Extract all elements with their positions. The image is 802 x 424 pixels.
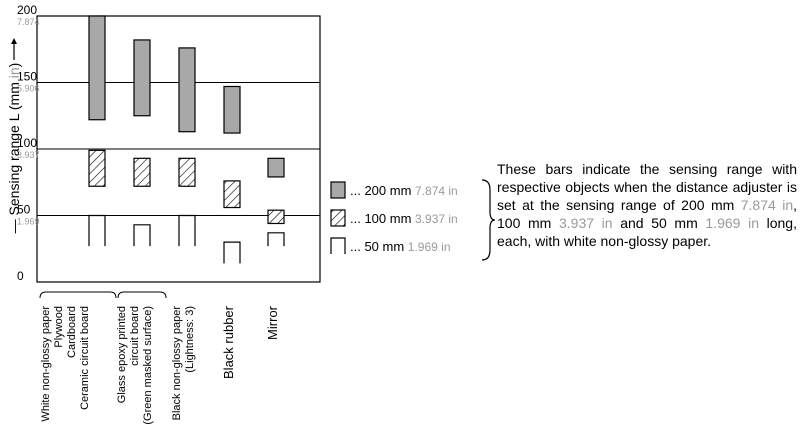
y-tick-label-mm: 200 xyxy=(17,3,37,17)
bar-100mm xyxy=(88,149,106,187)
y-axis-arrow-head xyxy=(11,38,17,44)
bar-100mm xyxy=(223,180,241,209)
x-category-label: (Green masked surface) xyxy=(142,306,154,424)
y-tick-label-in: 3.937 xyxy=(17,150,40,160)
x-category-label: circuit board xyxy=(129,306,141,366)
bar-50mm xyxy=(178,214,196,247)
y-tick-label-in: 1.969 xyxy=(17,217,40,227)
legend-label-50mm: ... 50 mm 1.969 in xyxy=(350,239,451,254)
x-category-label: White non-glossy paper xyxy=(40,306,52,422)
y-axis-title: — Sensing range L (mm in) xyxy=(6,63,22,234)
x-category-label: Ceramic circuit board xyxy=(79,306,91,410)
bar-50mm xyxy=(223,241,241,264)
bar-50mm xyxy=(133,224,151,247)
y-tick-label-in: 5.906 xyxy=(17,84,40,94)
bar-50mm xyxy=(267,232,285,247)
y-tick-label-mm: 50 xyxy=(17,203,31,217)
note-text-3: and 50 mm xyxy=(612,215,706,231)
bar-200mm xyxy=(178,47,196,133)
note-inch-200: 7.874 in xyxy=(740,197,794,213)
x-category-label: Cardboard xyxy=(66,306,78,358)
bar-200mm xyxy=(223,85,241,134)
bar-100mm xyxy=(178,157,196,187)
category-bracket xyxy=(39,291,117,299)
note-text-2: , 100 mm xyxy=(497,197,797,231)
y-tick-label-mm: 0 xyxy=(17,269,24,283)
y-tick-label-in: 7.874 xyxy=(17,17,40,27)
y-tick-label-mm: 150 xyxy=(17,70,37,84)
legend-swatch-50mm xyxy=(330,237,346,254)
x-category-label: Black rubber xyxy=(221,305,236,379)
chart-note: These bars indicate the sensing range wi… xyxy=(497,160,797,250)
x-category-label: Glass epoxy printed xyxy=(116,306,128,403)
legend-swatch-200mm xyxy=(330,181,346,199)
x-category-label: Mirror xyxy=(265,305,280,340)
y-tick-label-mm: 100 xyxy=(17,136,37,150)
note-text-1: These bars indicate the sensing range wi… xyxy=(497,161,797,213)
bar-200mm xyxy=(88,15,106,121)
category-bracket xyxy=(117,291,167,299)
x-category-label: Plywood xyxy=(53,306,65,348)
x-category-label: (Lightness: 3) xyxy=(184,306,196,373)
plot-frame xyxy=(36,15,321,283)
x-category-label: Black non-glossy paper xyxy=(171,306,183,421)
bar-50mm xyxy=(88,214,106,247)
note-text-4: long, each, with white non-glossy paper. xyxy=(497,215,797,249)
bar-100mm xyxy=(133,157,151,187)
legend-label-100mm: ... 100 mm 3.937 in xyxy=(350,211,458,226)
bar-200mm xyxy=(267,157,285,178)
note-inch-100: 3.937 in xyxy=(558,215,613,231)
legend-swatch-100mm xyxy=(330,209,346,227)
legend-label-200mm: ... 200 mm 7.874 in xyxy=(350,183,458,198)
bar-200mm xyxy=(133,39,151,117)
legend-brace xyxy=(481,179,496,261)
bar-100mm xyxy=(267,209,285,225)
note-inch-50: 1.969 in xyxy=(705,215,759,231)
